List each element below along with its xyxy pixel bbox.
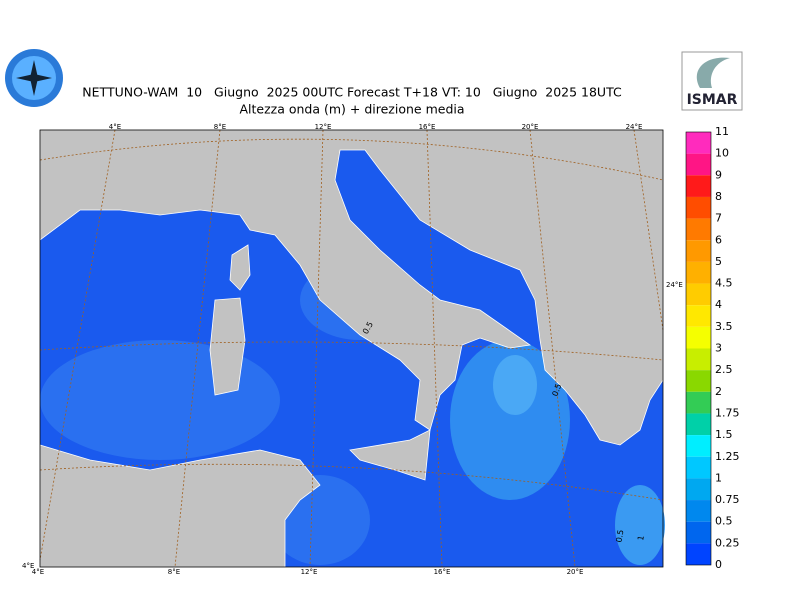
lon-label: 4°E: [109, 123, 121, 131]
legend-swatch: [686, 326, 711, 349]
sardinia: [209, 297, 246, 396]
legend-swatch: [686, 391, 711, 414]
legend-swatch: [686, 240, 711, 262]
lon-label: 20°E: [522, 123, 539, 131]
legend-label: 11: [715, 125, 729, 138]
corsica: [229, 244, 251, 291]
sicily: [349, 429, 431, 481]
legend-swatch: [686, 435, 711, 457]
wave-area: [615, 485, 665, 565]
legend-swatch: [686, 305, 711, 327]
legend-label: 3: [715, 342, 722, 355]
legend-label: 3.5: [715, 320, 733, 333]
contour-label: 0.5: [614, 529, 625, 543]
legend-label: 0.25: [715, 536, 740, 549]
title: NETTUNO-WAM 10 Giugno 2025 00UTC Forecas…: [82, 85, 622, 100]
legend-label: 2: [715, 385, 722, 398]
wave-area: [40, 340, 280, 460]
lon-label: 4°E: [32, 568, 44, 576]
legend-label: 6: [715, 233, 722, 246]
legend-label: 10: [715, 147, 729, 160]
lon-label: 8°E: [214, 123, 226, 131]
legend-label: 0: [715, 558, 722, 571]
lon-label: 12°E: [315, 123, 332, 131]
legend-swatch: [686, 132, 711, 154]
legend-label: 9: [715, 168, 722, 181]
map: [39, 129, 665, 568]
legend-label: 1.75: [715, 406, 740, 419]
lon-label: 16°E: [434, 568, 451, 576]
legend-label: 1: [715, 471, 722, 484]
legend-swatch: [686, 196, 711, 219]
legend-swatch: [686, 153, 711, 176]
legend-label: 2.5: [715, 363, 733, 376]
wave-area: [493, 355, 537, 415]
legend-label: 0.75: [715, 493, 740, 506]
logo-text: ISMAR: [687, 92, 738, 108]
subtitle: Altezza onda (m) + direzione media: [239, 102, 464, 117]
legend-swatch: [686, 283, 711, 306]
legend-swatch: [686, 175, 711, 197]
legend-swatch: [686, 456, 711, 479]
logo-right: ISMAR: [681, 51, 743, 111]
logo-left: [5, 49, 63, 107]
legend-swatch: [686, 348, 711, 371]
lon-label: 12°E: [301, 568, 318, 576]
legend-label: 0.5: [715, 515, 733, 528]
graticule: [39, 129, 664, 568]
corner-label: 4°E: [22, 562, 34, 570]
lon-label: 24°E: [666, 281, 683, 289]
legend-swatch: [686, 261, 711, 284]
legend-swatch: [686, 370, 711, 392]
contour-label: 1: [636, 535, 646, 542]
legend-swatch: [686, 218, 711, 241]
legend-label: 4.5: [715, 277, 733, 290]
legend-swatch: [686, 543, 711, 565]
legend-frame: [685, 131, 712, 566]
legend-swatch: [686, 478, 711, 501]
lon-label: 8°E: [168, 568, 180, 576]
legend-label: 5: [715, 255, 722, 268]
lon-label: 16°E: [419, 123, 436, 131]
legend-swatch: [686, 413, 711, 436]
contour-label: 0.5: [551, 382, 564, 397]
legend-label: 4: [715, 298, 722, 311]
land: [39, 129, 664, 446]
legend-label: 1.5: [715, 428, 733, 441]
legend-label: 7: [715, 212, 722, 225]
legend-swatch: [686, 521, 711, 544]
legend-label: 1.25: [715, 450, 740, 463]
wave-area: [450, 340, 570, 500]
legend-label: 8: [715, 190, 722, 203]
lon-label: 24°E: [626, 123, 643, 131]
legend-swatch: [686, 500, 711, 522]
lon-label: 20°E: [567, 568, 584, 576]
map-frame: [39, 129, 664, 568]
